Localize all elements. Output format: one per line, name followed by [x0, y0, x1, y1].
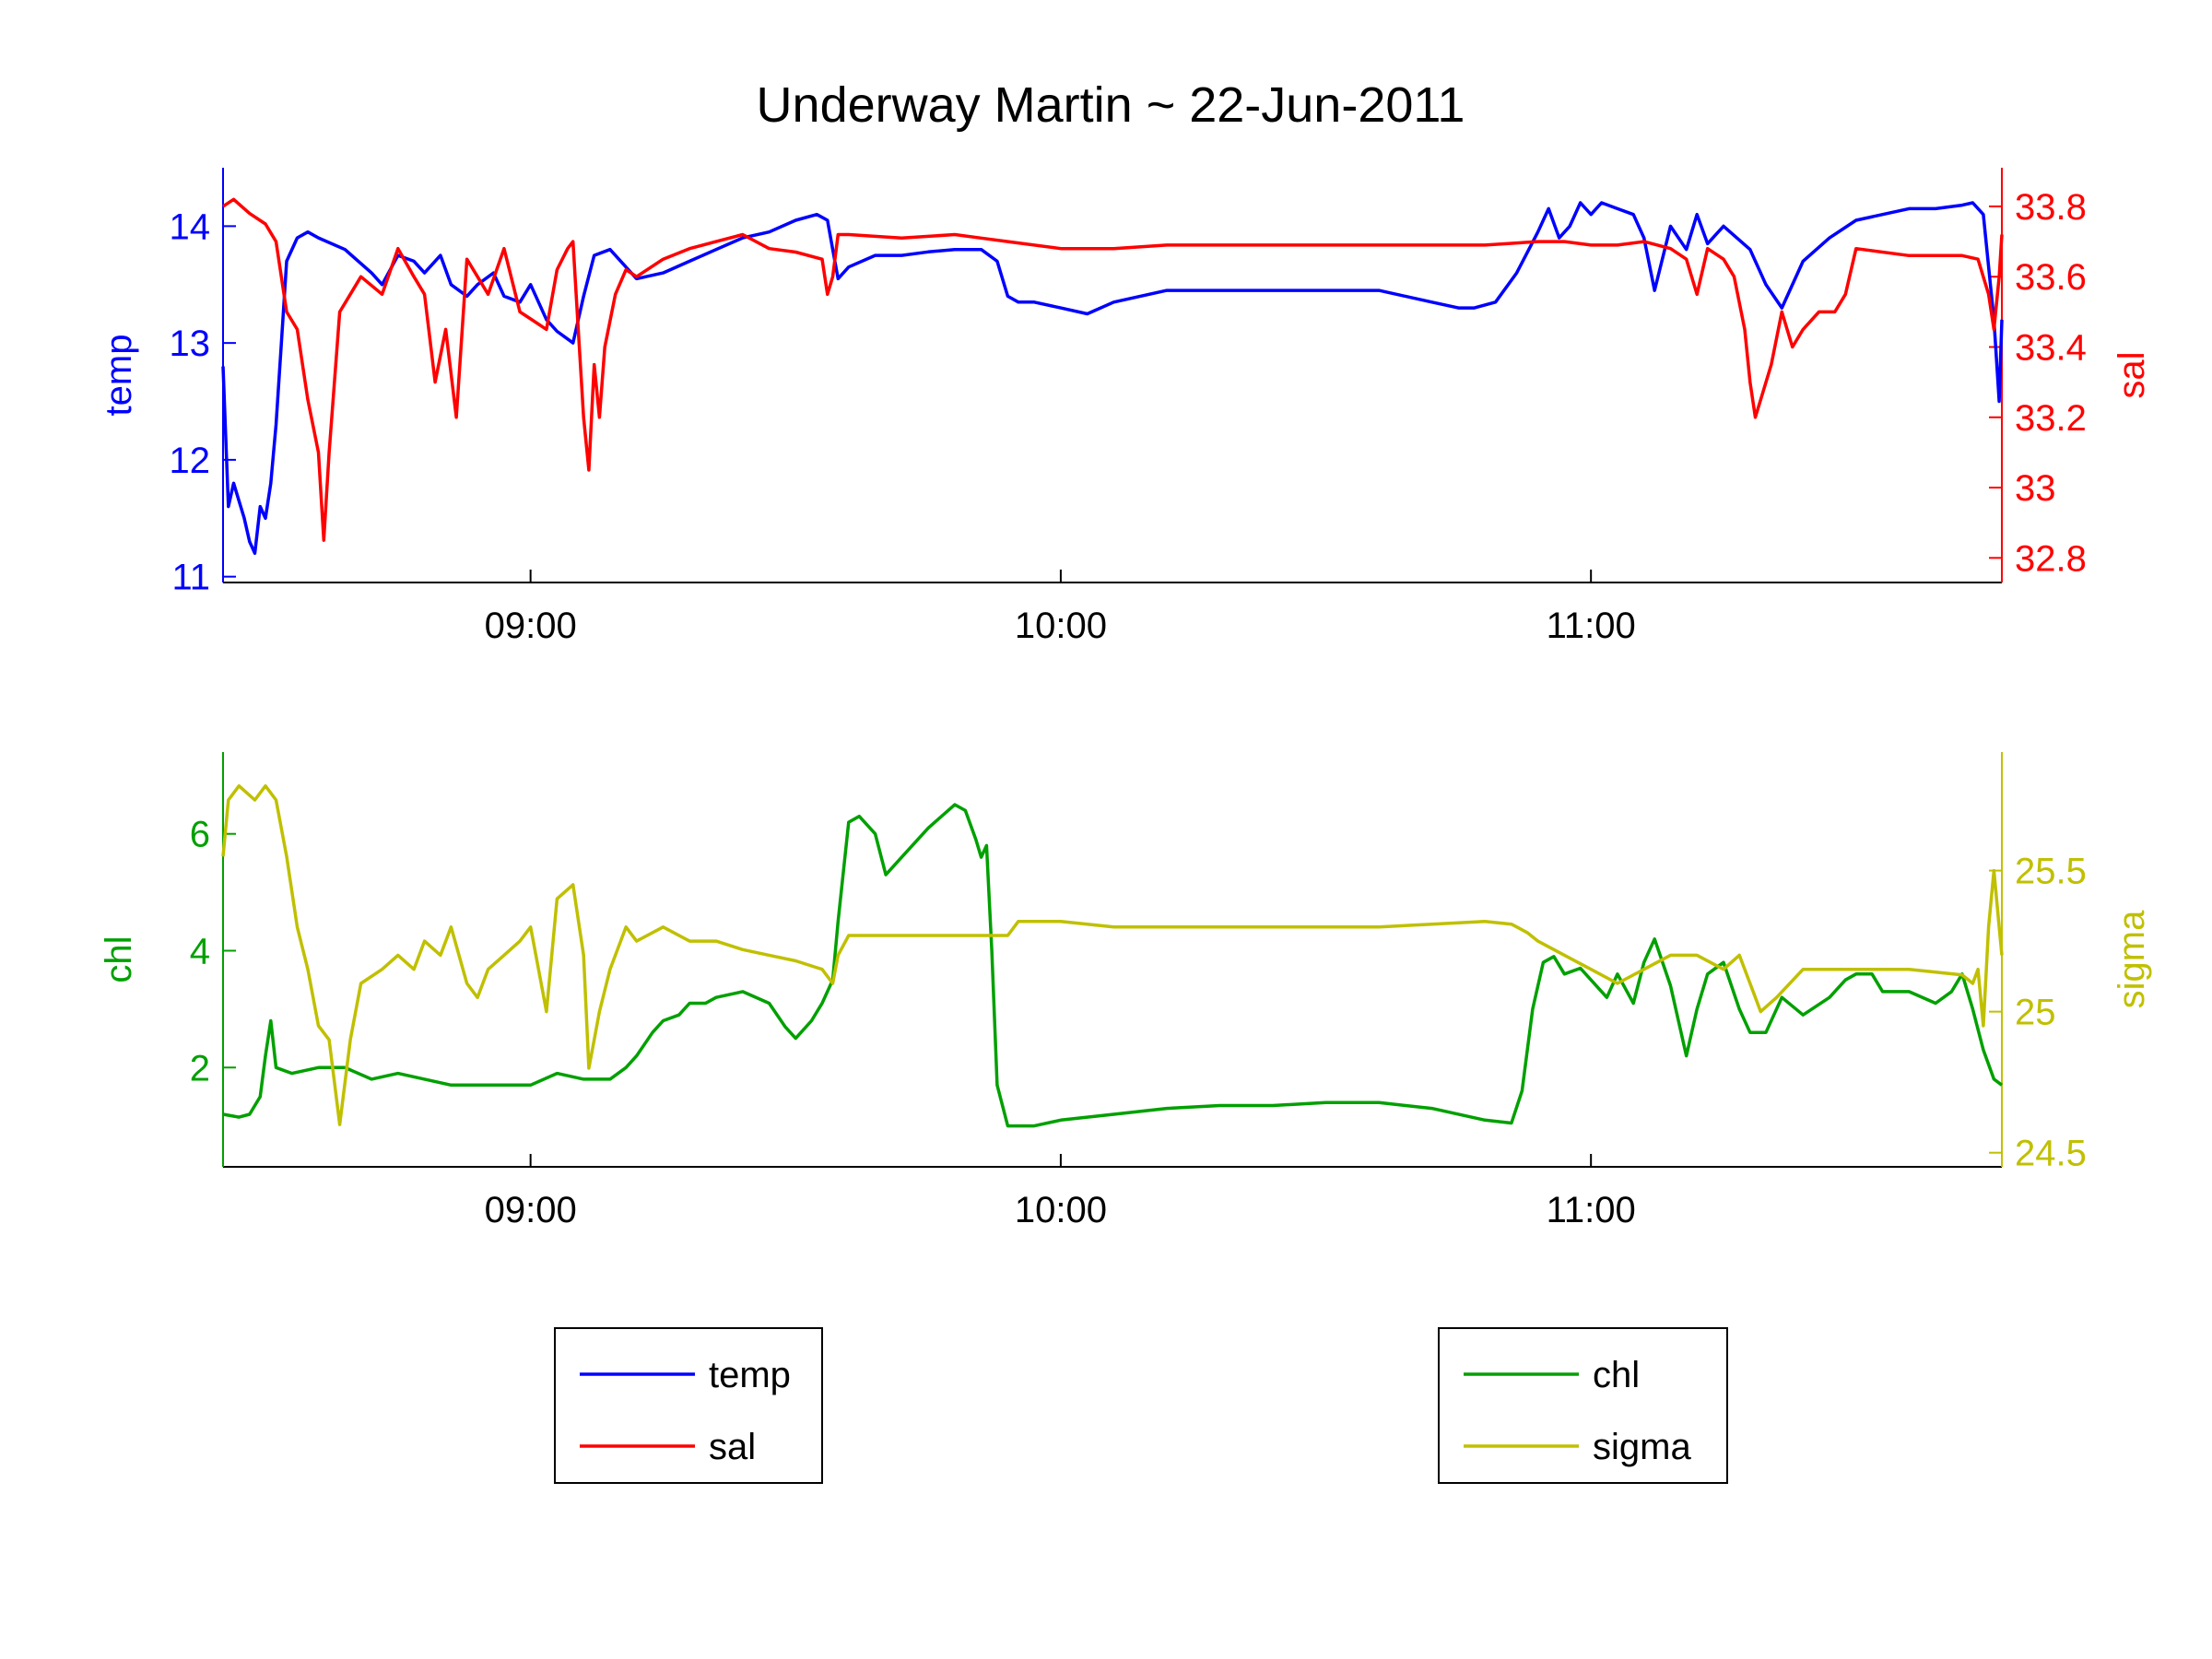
chart-title: Underway Martin ~ 22-Jun-2011	[757, 77, 1465, 133]
right-axis-label: sal	[2112, 351, 2152, 398]
legend-temp-sal: temp sal	[554, 1327, 823, 1484]
x-tick-label: 11:00	[1547, 1190, 1636, 1230]
left-tick-label: 4	[190, 931, 210, 971]
right-tick-label: 33.4	[2015, 327, 2087, 368]
legend-label-sal: sal	[709, 1427, 756, 1467]
panel-top-temp-sal: 09:00 10:00 11:00 11 12 13 14 temp 32.8 33 33.2 33.…	[99, 168, 2152, 646]
right-tick-label: 33	[2015, 468, 2056, 509]
right-tick-label: 33.2	[2015, 398, 2087, 439]
right-tick-label: 25.5	[2015, 852, 2087, 892]
x-tick-label: 10:00	[1015, 1190, 1107, 1230]
left-axis-label: chl	[99, 935, 139, 982]
legend-box	[554, 1327, 823, 1484]
series-sal-line	[222, 197, 2004, 542]
x-tick-label: 09:00	[485, 606, 577, 646]
series-temp-line	[221, 201, 2004, 556]
left-tick-label: 13	[170, 324, 211, 364]
legend-label-chl: chl	[1593, 1355, 1640, 1395]
left-tick-label: 14	[170, 206, 211, 247]
x-tick-label: 11:00	[1547, 606, 1636, 646]
x-tick-label: 10:00	[1015, 606, 1107, 646]
series-chl-line	[222, 803, 2004, 1128]
right-tick-label: 32.8	[2015, 538, 2087, 579]
right-tick-label: 33.6	[2015, 257, 2087, 298]
legend-box	[1438, 1327, 1728, 1484]
left-axis-label: temp	[99, 335, 139, 417]
legend-label-temp: temp	[709, 1355, 791, 1395]
left-tick-label: 12	[170, 441, 211, 481]
right-axis-label: sigma	[2112, 910, 2152, 1008]
right-tick-label: 24.5	[2015, 1134, 2087, 1174]
right-tick-label: 33.8	[2015, 187, 2087, 228]
panel-bottom-chl-sigma: 09:00 10:00 11:00 2 4 6 chl 24.5 25 25.5 sigma	[99, 752, 2152, 1230]
left-tick-label: 2	[190, 1048, 210, 1088]
left-tick-label: 6	[190, 815, 210, 855]
right-tick-label: 25	[2015, 993, 2056, 1033]
legend-chl-sigma: chl sigma	[1438, 1327, 1728, 1484]
left-tick-label: 11	[171, 558, 210, 598]
legend-label-sigma: sigma	[1593, 1427, 1691, 1467]
series-sigma-line	[221, 783, 2004, 1126]
x-tick-label: 09:00	[485, 1190, 577, 1230]
